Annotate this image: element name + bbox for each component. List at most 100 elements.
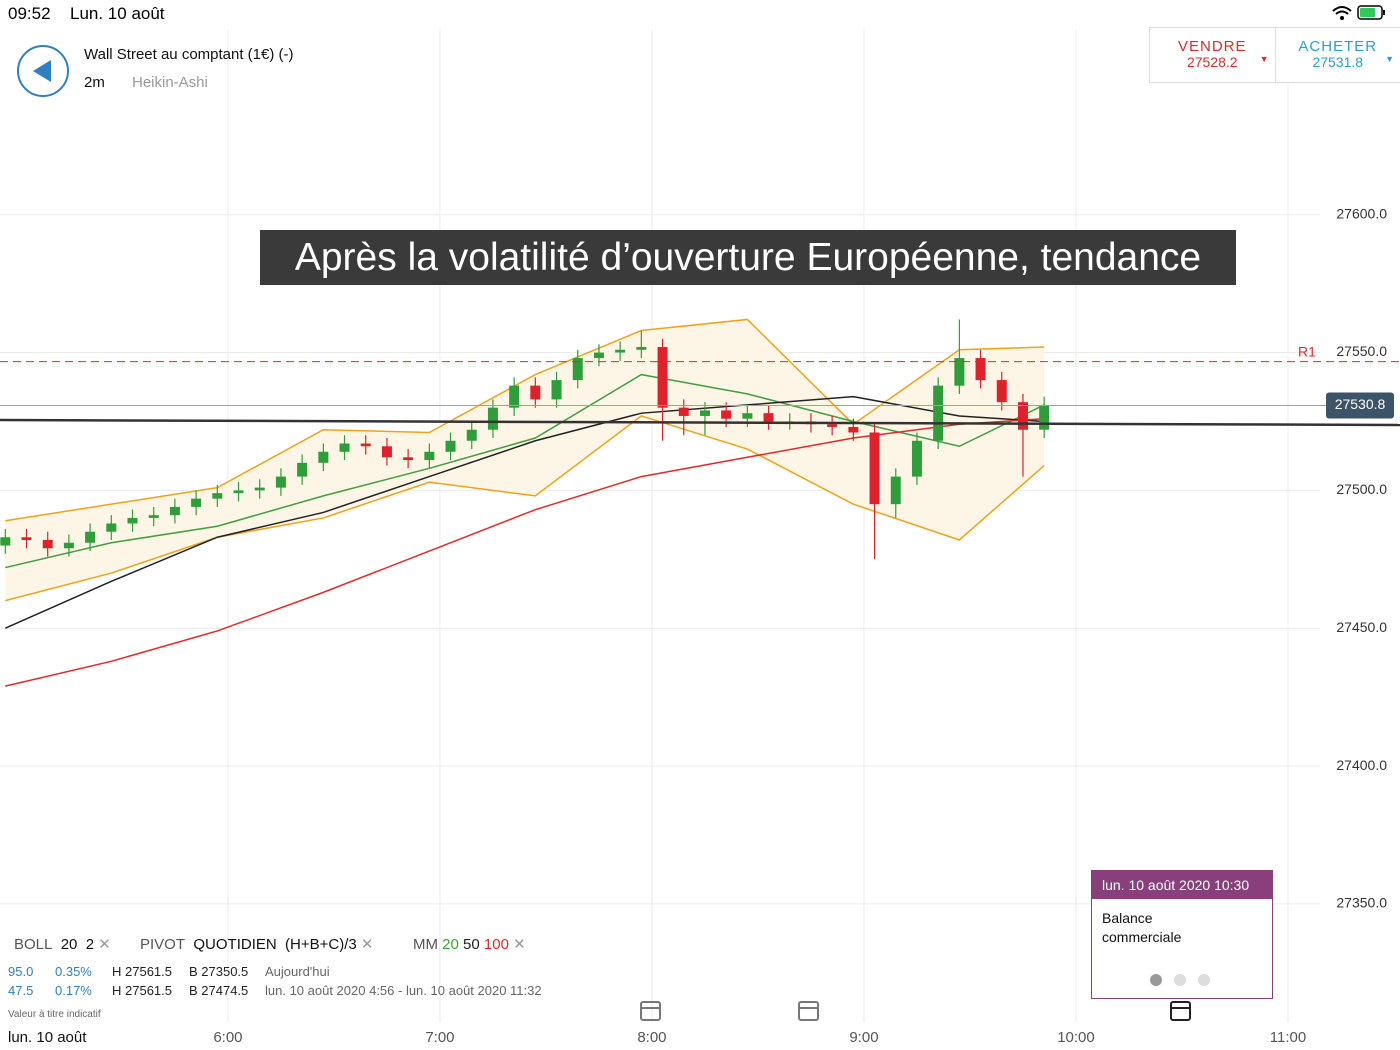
remove-ma[interactable]: ✕ [513,936,526,953]
info-cell: B 27350.5 [189,964,249,979]
info-cell: H 27561.5 [112,983,172,998]
candle-body [212,493,223,499]
candle-body [530,385,541,400]
y-tick-label: 27550.0 [1336,343,1387,359]
candle-body [551,380,562,400]
quote-box: VENDRE 27528.2 ▼ ACHETER 27531.8 ▼ [1149,27,1400,83]
calendar-icon[interactable] [798,1001,819,1021]
candle-body [848,426,859,433]
candle-body [869,432,880,505]
candle-body [636,347,647,350]
back-arrow [33,60,51,82]
candle-body [233,490,244,494]
bollinger [5,318,1045,602]
candle-body [996,380,1007,403]
candle-body [487,407,498,430]
boll-period: 20 [60,936,78,953]
event-title: Balance commerciale [1102,910,1182,945]
candles [0,319,1050,560]
battery-level [1360,8,1375,17]
x-tick-label: 9:00 [849,1029,878,1046]
moving-averages [4,373,1045,687]
buy-label: ACHETER [1298,38,1378,55]
candle-body [572,358,583,381]
calendar-icon[interactable] [1170,1001,1191,1021]
sell-button[interactable]: VENDRE 27528.2 ▼ [1150,28,1275,82]
candle-body [275,476,286,488]
price-tag-label: 27530.8 [1335,396,1386,412]
candle-body [0,537,11,546]
legend-pivot: PIVOT QUOTIDIEN (H+B+C)/3 ✕ [140,935,374,953]
candle-body [424,451,435,461]
dot[interactable] [1174,974,1186,986]
candle-body [699,410,710,416]
candle-body [763,413,774,422]
candle-body [297,462,308,477]
candle-body [339,443,350,452]
buy-arrow: ▼ [1385,54,1394,64]
back-button[interactable] [17,45,69,97]
candle-body [721,410,732,419]
legend-boll: BOLL 20 2 ✕ [14,935,111,953]
candle-body [63,542,74,549]
interval[interactable]: 2m [84,74,105,91]
candle-body [742,413,753,419]
status-time: 09:52 [8,4,51,23]
x-tick-label: 7:00 [425,1029,454,1046]
candle-body [657,347,668,408]
boll-dev: 2 [85,936,95,953]
calendar-icons [640,1001,1191,1021]
candle-body [360,443,371,447]
candle-body [615,349,626,353]
buy-price: 27531.8 [1312,54,1364,70]
x-start-label: lun. 10 août [8,1029,87,1046]
ma-line [4,395,1045,629]
wifi-dot [1340,16,1344,20]
pivot-label: R1 [1298,343,1316,359]
candle-body [318,451,329,463]
candle-body [466,429,477,441]
remove-boll[interactable]: ✕ [98,936,111,953]
chart-style[interactable]: Heikin-Ashi [132,74,208,91]
candle-body [42,540,53,549]
buy-button[interactable]: ACHETER 27531.8 ▼ [1274,28,1400,82]
x-tick-label: 6:00 [213,1029,242,1046]
candle-body [148,515,159,518]
candle-body [403,457,414,461]
candle-body [911,440,922,477]
event-datetime: lun. 10 août 2020 10:30 [1092,871,1272,899]
candle-body [678,407,689,416]
band-lower [5,415,1045,602]
info-cell: lun. 10 août 2020 4:56 - lun. 10 août 20… [265,983,542,998]
band-fill [5,319,1045,601]
ma-line [5,417,1045,687]
candle-body [1017,402,1028,430]
candle-body [509,385,520,408]
ma-legend-entry: 50 [463,936,480,953]
dot[interactable] [1150,974,1162,986]
ma-legend-entry: 100 [483,936,509,953]
ma-label: MM [413,936,438,953]
candle-body [106,523,117,532]
remove-pivot[interactable]: ✕ [360,936,374,953]
battery-icon [1357,5,1383,20]
y-tick-label: 27450.0 [1336,619,1387,635]
info-cell: 0.35% [55,964,92,979]
candle-body [127,517,138,524]
band-upper [5,318,1045,522]
candle-body [1039,404,1050,430]
pager-dots [1150,973,1210,991]
trend-line [0,418,1400,427]
instrument-title: Wall Street au comptant (1€) (-) [84,46,294,63]
calendar-icon[interactable] [640,1001,661,1021]
y-tick-label: 27500.0 [1336,481,1387,497]
status-icons [1332,5,1385,20]
ma-legend-entry: 20 [442,936,459,953]
y-tick-label: 27600.0 [1336,205,1387,221]
event-card[interactable]: lun. 10 août 2020 10:30 Balance commerci… [1091,870,1273,999]
banner: Après la volatilité d’ouverture Européen… [260,230,1236,285]
x-tick-label: 11:00 [1270,1029,1306,1046]
candle-body [381,446,392,458]
dot[interactable] [1198,974,1210,986]
candle-body [975,358,986,381]
